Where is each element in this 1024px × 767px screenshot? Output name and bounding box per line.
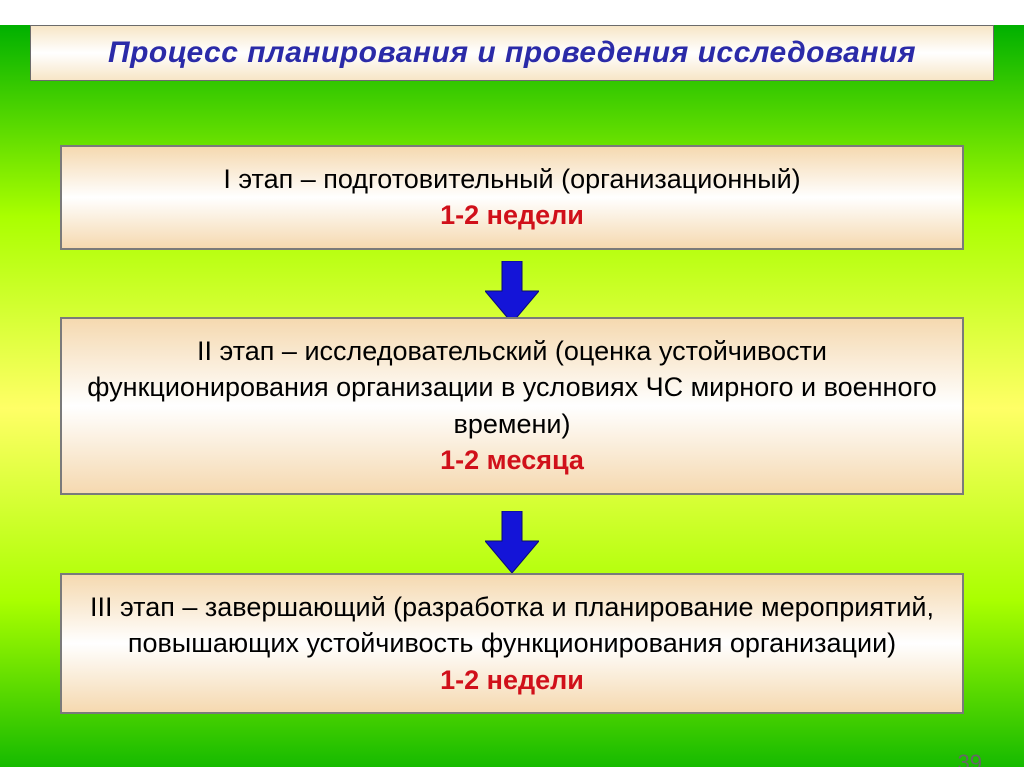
stage-3-duration: 1-2 недели <box>440 665 584 695</box>
page-number: 39 <box>958 750 982 767</box>
slide-title-text: Процесс планирования и проведения исслед… <box>108 36 916 69</box>
arrow-2-to-3 <box>0 511 1024 578</box>
slide-root: Процесс планирования и проведения исслед… <box>0 25 1024 767</box>
slide-title-bar: Процесс планирования и проведения исслед… <box>30 25 994 81</box>
stage-2-lead: II этап <box>197 336 274 366</box>
stage-1-duration: 1-2 недели <box>440 200 584 230</box>
down-arrow-icon <box>485 511 539 573</box>
stage-1-lead: I этап <box>223 164 293 194</box>
stage-2-duration: 1-2 месяца <box>440 445 584 475</box>
stage-box-1: I этап – подготовительный (организационн… <box>60 145 964 250</box>
stage-3-lead: III этап <box>90 592 175 622</box>
stage-box-3: III этап – завершающий (разработка и пла… <box>60 573 964 714</box>
stage-1-body: – подготовительный (организационный) <box>293 164 800 194</box>
down-arrow-icon <box>485 261 539 323</box>
stage-3-body: – завершающий (разработка и планирование… <box>128 592 934 658</box>
stage-box-2: II этап – исследовательский (оценка усто… <box>60 317 964 495</box>
